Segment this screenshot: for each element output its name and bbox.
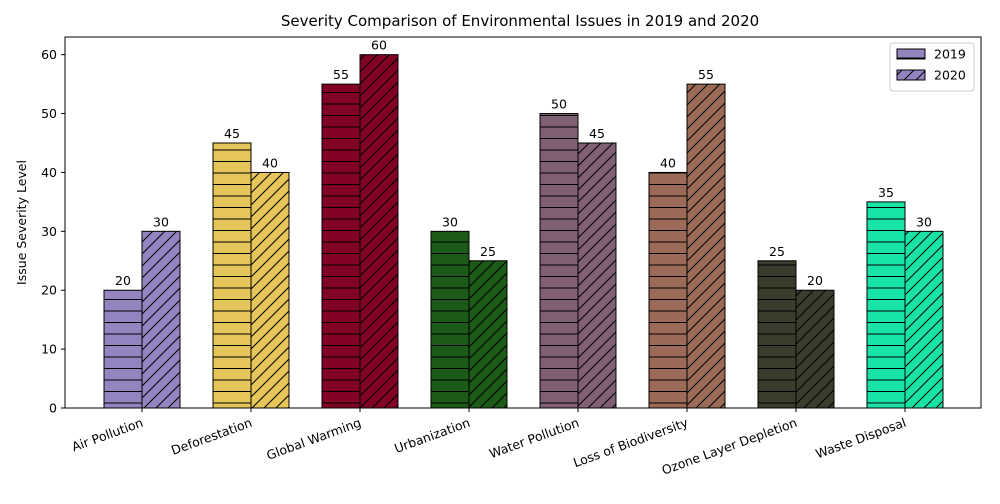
y-tick-label: 50 [41, 106, 57, 121]
bar-2019 [648, 171, 688, 409]
data-label: 45 [224, 126, 240, 141]
y-tick-label: 20 [41, 283, 57, 298]
bar-2020 [250, 171, 290, 409]
data-label: 30 [442, 214, 458, 229]
bar-2019 [212, 142, 252, 409]
data-label: 55 [698, 67, 714, 82]
bar-2020 [141, 230, 181, 409]
chart-title: Severity Comparison of Environmental Iss… [281, 12, 759, 30]
plot-frame [64, 36, 982, 409]
x-tick-label: Deforestation [169, 415, 254, 458]
legend-label: 2019 [934, 47, 966, 62]
y-tick-label: 40 [41, 165, 57, 180]
data-label: 40 [660, 155, 676, 170]
data-label: 35 [878, 185, 894, 200]
y-tick-label: 10 [41, 342, 57, 357]
bar-2019 [539, 113, 579, 409]
legend: 2019 2020 [889, 42, 975, 92]
x-tick-label: Waste Disposal [813, 415, 908, 462]
legend-swatch-2020 [896, 69, 926, 81]
y-tick-label: 60 [41, 47, 57, 62]
x-tick-label: Urbanization [392, 415, 472, 456]
data-label: 55 [333, 67, 349, 82]
bar-2019 [321, 83, 361, 409]
x-tick-label: Air Pollution [70, 415, 145, 455]
x-tick-label: Water Pollution [487, 415, 581, 461]
data-label: 25 [480, 244, 496, 259]
bar-2020 [795, 289, 835, 409]
bar-2020 [468, 260, 508, 409]
bar-2019 [103, 289, 143, 409]
data-label: 40 [262, 155, 278, 170]
data-label: 30 [916, 214, 932, 229]
data-label: 20 [115, 273, 131, 288]
bar-2019 [866, 201, 906, 409]
bar-2020 [904, 230, 944, 409]
bar-2019 [757, 260, 797, 409]
data-label: 50 [551, 97, 567, 112]
data-label: 45 [589, 126, 605, 141]
y-tick-label: 30 [41, 224, 57, 239]
data-label: 25 [769, 244, 785, 259]
x-tick-label: Global Warming [264, 415, 363, 463]
data-label: 20 [807, 273, 823, 288]
bar-2019 [430, 230, 470, 409]
bar-2020 [359, 54, 399, 409]
y-tick-label: 0 [49, 401, 57, 416]
legend-label: 2020 [934, 68, 966, 83]
legend-swatch-2019 [896, 48, 926, 60]
y-axis-label: Issue Severity Level [14, 160, 29, 285]
data-label: 30 [153, 214, 169, 229]
data-label: 60 [371, 38, 387, 53]
bar-2020 [686, 83, 726, 409]
bar-2020 [577, 142, 617, 409]
